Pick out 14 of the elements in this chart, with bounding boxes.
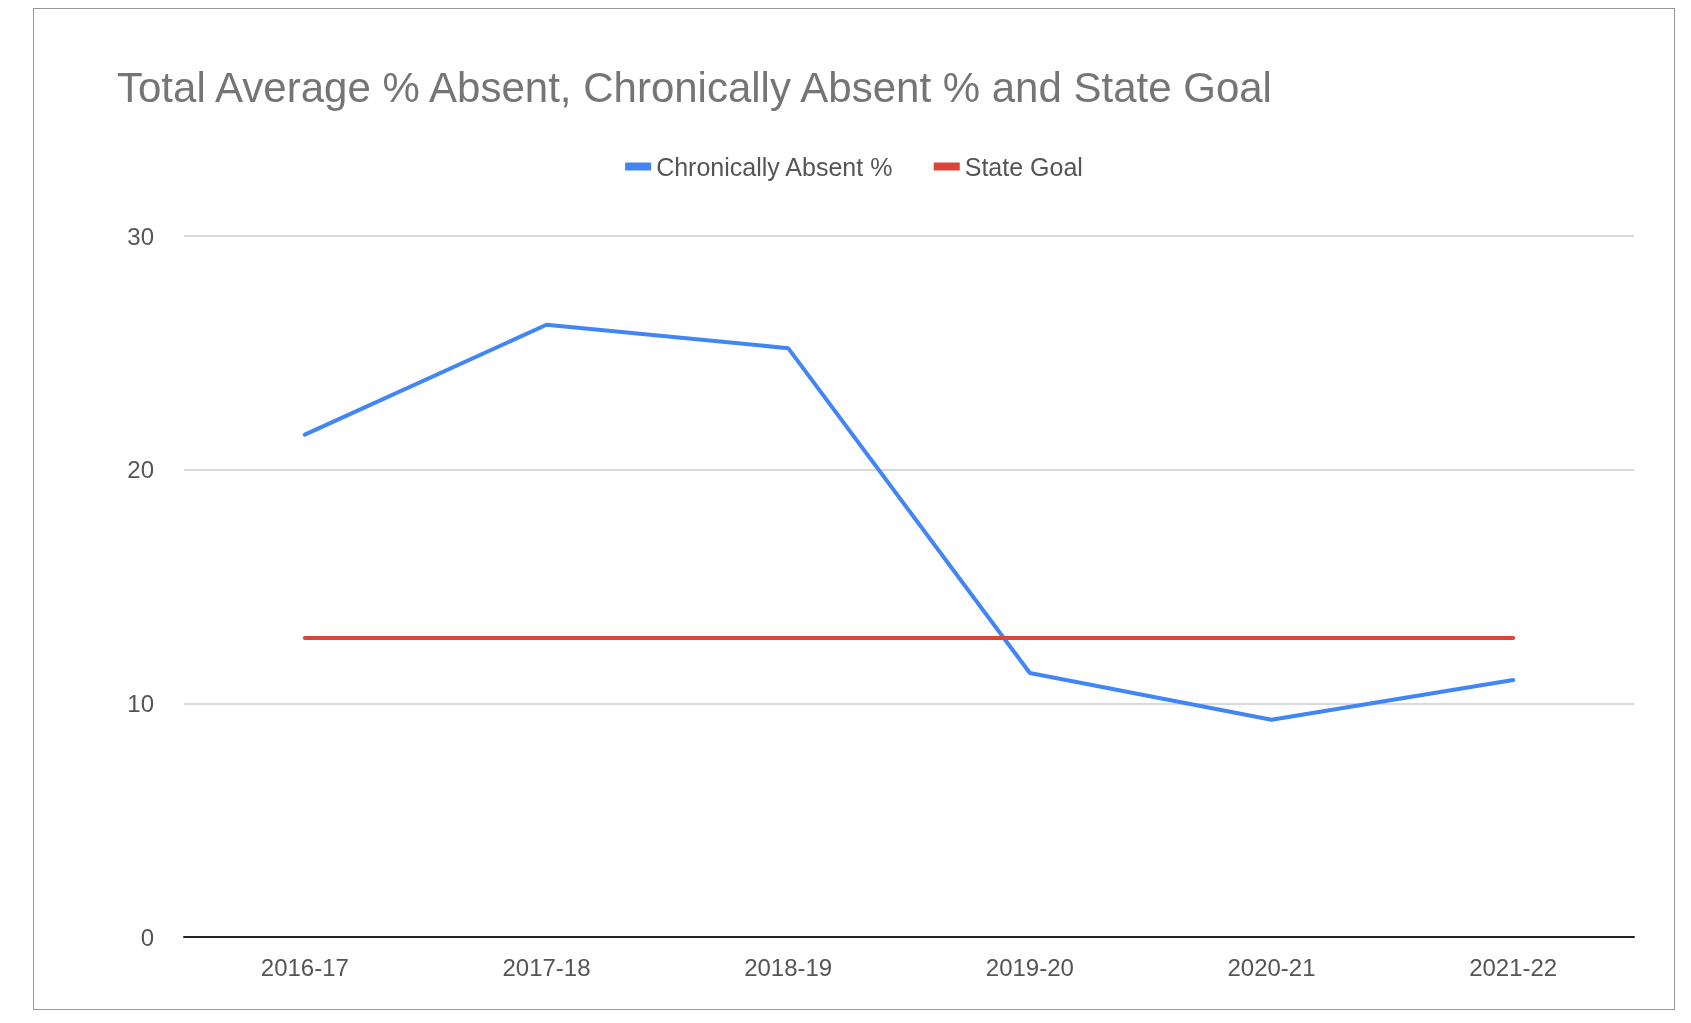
x-tick-label: 2016-17 bbox=[260, 953, 349, 981]
x-tick-label: 2021-22 bbox=[1469, 953, 1558, 981]
legend-label: Chronically Absent % bbox=[656, 152, 893, 181]
x-tick-label: 2017-18 bbox=[502, 953, 591, 981]
line-series bbox=[302, 322, 1516, 722]
chart-title: Total Average % Absent, Chronically Absent % and State Goal bbox=[117, 63, 1272, 111]
y-tick-label: 30 bbox=[127, 222, 154, 250]
y-tick-label: 20 bbox=[127, 456, 154, 484]
legend-label: State Goal bbox=[964, 152, 1083, 181]
y-tick-label: 10 bbox=[127, 689, 154, 717]
x-tick-label: 2018-19 bbox=[744, 953, 833, 981]
x-tick-label: 2019-20 bbox=[985, 953, 1074, 981]
y-tick-label: 0 bbox=[140, 923, 154, 951]
x-tick-label: 2020-21 bbox=[1227, 953, 1316, 981]
